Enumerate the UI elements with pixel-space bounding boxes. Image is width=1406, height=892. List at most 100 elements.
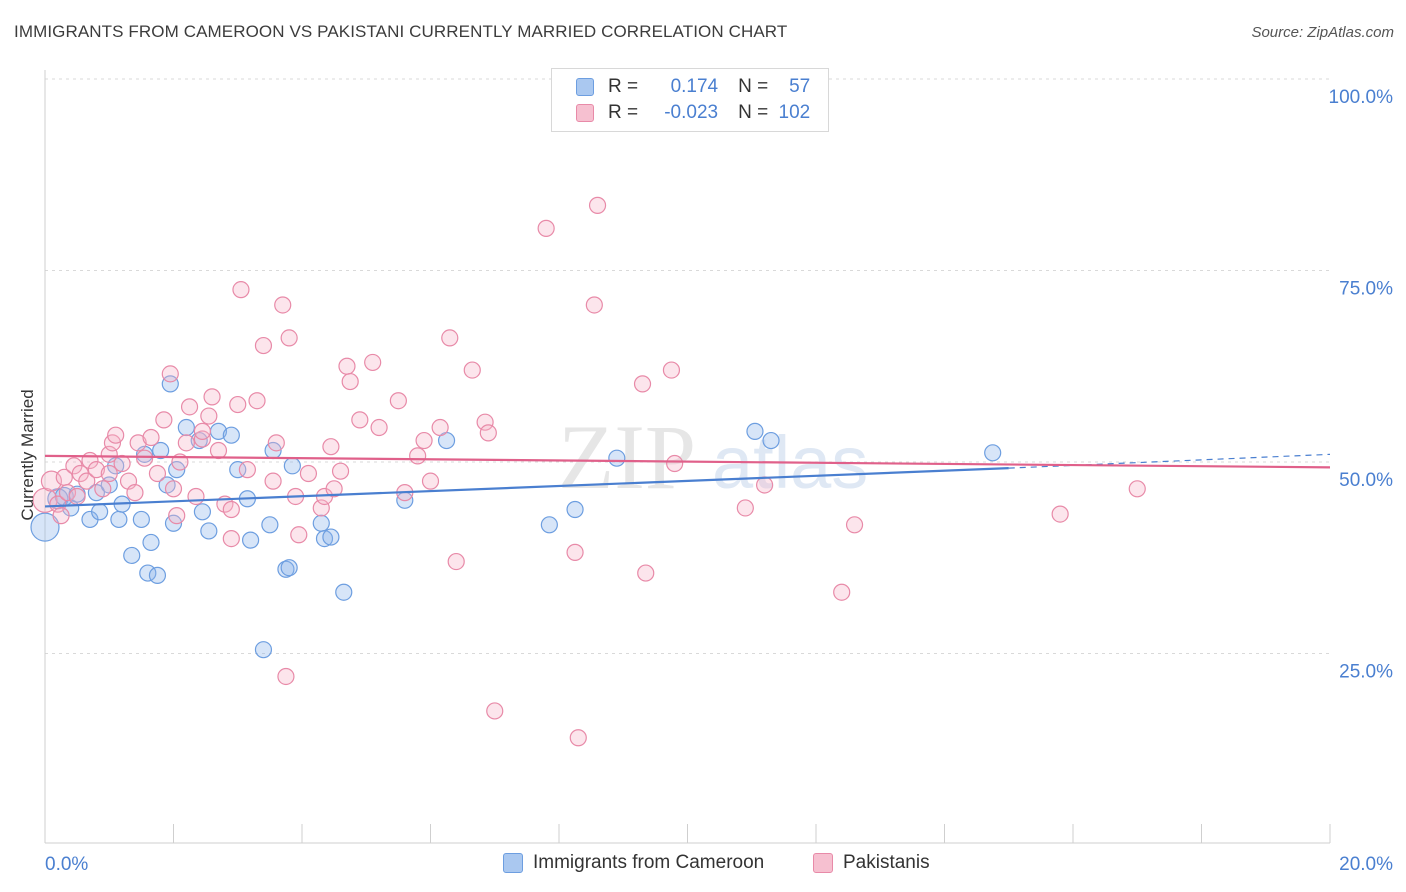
watermark: ZIP atlas: [558, 406, 868, 508]
point-pakistanis: [254, 336, 273, 355]
point-pakistanis: [1051, 505, 1069, 523]
point-pakistanis: [168, 507, 186, 525]
point-cameroon: [315, 529, 334, 548]
point-pakistanis: [142, 428, 160, 447]
series-swatch-cameroon: [503, 853, 523, 873]
point-pakistanis: [833, 583, 851, 601]
stats-legend: R = 0.174 N = 57 R = -0.023 N = 102: [551, 68, 829, 132]
point-pakistanis: [588, 196, 607, 214]
point-pakistanis: [203, 388, 221, 406]
point-cameroon: [91, 503, 109, 521]
legend-row-pakistanis: R = -0.023 N = 102: [576, 101, 810, 125]
point-pakistanis: [248, 392, 266, 410]
legend-r-label: R =: [608, 76, 639, 97]
point-cameroon: [148, 566, 167, 584]
point-pakistanis: [845, 516, 864, 534]
point-cameroon: [283, 457, 301, 475]
grid-lines: [45, 78, 1330, 654]
series-legend-cameroon[interactable]: Immigrants from Cameroon: [503, 852, 764, 874]
point-pakistanis: [389, 392, 407, 410]
series-label-pakistanis: Pakistanis: [843, 852, 930, 873]
point-cameroon: [335, 583, 353, 601]
y-axis-title: Currently Married: [18, 389, 37, 521]
point-pakistanis: [447, 552, 465, 571]
point-pakistanis: [274, 296, 292, 314]
point-pakistanis: [58, 484, 77, 502]
point-pakistanis: [637, 564, 655, 582]
legend-n-label: N =: [738, 102, 769, 123]
point-cameroon: [30, 512, 60, 542]
point-pakistanis: [364, 353, 382, 372]
legend-swatch-cameroon: [576, 78, 594, 96]
point-pakistanis: [755, 476, 774, 494]
point-pakistanis: [370, 418, 388, 437]
legend-r-value: -0.023: [664, 102, 719, 123]
point-cameroon: [177, 418, 195, 437]
point-pakistanis: [277, 667, 295, 686]
point-pakistanis: [229, 395, 247, 414]
legend-n-label: N =: [738, 76, 769, 97]
series-swatch-pakistanis: [813, 853, 833, 873]
trend-line-cameroon: [44, 467, 1009, 508]
x-tick-label-max: 20.0%: [1339, 854, 1393, 875]
point-pakistanis: [78, 472, 96, 490]
point-pakistanis: [193, 422, 212, 440]
series-legend-pakistanis[interactable]: Pakistanis: [813, 852, 930, 874]
point-pakistanis: [177, 434, 195, 452]
point-pakistanis: [476, 413, 494, 431]
trend-line-cameroon-extension: [1008, 453, 1331, 469]
point-pakistanis: [155, 411, 173, 429]
point-cameroon: [322, 528, 340, 546]
legend-swatch-pakistanis: [576, 104, 594, 122]
y-tick-label: 50.0%: [1339, 470, 1393, 491]
point-cameroon: [193, 503, 212, 521]
series-label-cameroon: Immigrants from Cameroon: [533, 852, 765, 873]
y-tick-label: 75.0%: [1339, 279, 1393, 300]
point-pakistanis: [280, 329, 298, 347]
series-legend: Immigrants from Cameroon Pakistanis: [0, 852, 1406, 878]
point-cameroon: [200, 522, 218, 540]
point-pakistanis: [325, 480, 343, 498]
point-pakistanis: [200, 407, 218, 425]
point-pakistanis: [463, 361, 481, 379]
point-pakistanis: [331, 462, 350, 480]
point-cameroon: [142, 533, 160, 552]
x-tick-label-min: 0.0%: [45, 854, 88, 875]
point-pakistanis: [238, 461, 256, 479]
point-pakistanis: [267, 434, 285, 452]
point-pakistanis: [537, 219, 555, 237]
point-pakistanis: [441, 329, 459, 347]
point-pakistanis: [633, 375, 652, 393]
y-tick-label: 100.0%: [1329, 87, 1394, 108]
point-pakistanis: [126, 484, 144, 502]
point-pakistanis: [479, 424, 497, 442]
tick-labels: 25.0% 50.0% 75.0% 100.0% 0.0% 20.0%: [45, 87, 1393, 875]
data-points: [30, 196, 1146, 747]
point-pakistanis: [180, 398, 199, 416]
point-pakistanis: [662, 361, 681, 379]
point-pakistanis: [486, 702, 504, 720]
point-cameroon: [242, 531, 260, 549]
point-pakistanis: [290, 526, 308, 544]
point-cameroon: [280, 559, 298, 577]
point-pakistanis: [585, 296, 603, 314]
chart-source: Source: ZipAtlas.com: [1251, 24, 1394, 41]
point-pakistanis: [341, 372, 359, 391]
point-cameroon: [312, 514, 330, 532]
point-pakistanis: [222, 500, 240, 519]
point-pakistanis: [566, 543, 584, 561]
point-pakistanis: [736, 499, 754, 517]
point-cameroon: [261, 516, 279, 534]
point-pakistanis: [68, 487, 86, 506]
point-cameroon: [132, 510, 150, 529]
point-pakistanis: [338, 357, 356, 375]
point-cameroon: [984, 444, 1002, 462]
legend-r-value: 0.174: [670, 76, 719, 97]
legend-r-label: R =: [608, 102, 639, 123]
trend-line-pakistanis: [44, 454, 1331, 469]
point-pakistanis: [409, 447, 427, 465]
point-pakistanis: [148, 464, 167, 483]
point-pakistanis: [351, 411, 369, 429]
legend-n-value: 102: [778, 102, 811, 123]
